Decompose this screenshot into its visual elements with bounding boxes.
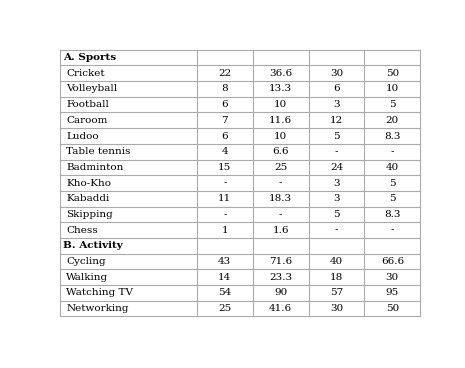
Text: Ludoo: Ludoo — [66, 131, 99, 141]
Text: 95: 95 — [386, 288, 399, 297]
Text: 25: 25 — [274, 163, 287, 172]
Text: 6.6: 6.6 — [272, 147, 289, 156]
Text: 5: 5 — [389, 178, 396, 188]
Text: Table tennis: Table tennis — [66, 147, 131, 156]
Text: 6: 6 — [221, 131, 228, 141]
Text: 25: 25 — [218, 304, 232, 313]
Text: Networking: Networking — [66, 304, 129, 313]
Text: 11: 11 — [218, 194, 232, 203]
Text: 30: 30 — [330, 304, 343, 313]
Text: 57: 57 — [330, 288, 343, 297]
Text: 54: 54 — [218, 288, 232, 297]
Text: 50: 50 — [386, 69, 399, 78]
Text: 5: 5 — [333, 210, 340, 219]
Text: 8.3: 8.3 — [384, 131, 401, 141]
Text: 11.6: 11.6 — [269, 116, 292, 125]
Text: 5: 5 — [333, 131, 340, 141]
Text: 7: 7 — [221, 116, 228, 125]
Text: 6: 6 — [221, 100, 228, 109]
Text: 18.3: 18.3 — [269, 194, 292, 203]
Text: 15: 15 — [218, 163, 232, 172]
Text: 43: 43 — [218, 257, 232, 266]
Text: 24: 24 — [330, 163, 343, 172]
Text: 3: 3 — [333, 194, 340, 203]
Text: -: - — [335, 226, 338, 234]
Text: B. Activity: B. Activity — [63, 241, 123, 250]
Text: 14: 14 — [218, 273, 232, 282]
Text: 3: 3 — [333, 100, 340, 109]
Text: -: - — [279, 210, 282, 219]
Text: 30: 30 — [386, 273, 399, 282]
Text: Watching TV: Watching TV — [66, 288, 133, 297]
Text: 5: 5 — [389, 100, 396, 109]
Text: -: - — [391, 226, 394, 234]
Text: 6: 6 — [333, 85, 340, 93]
Text: Walking: Walking — [66, 273, 108, 282]
Text: 4: 4 — [221, 147, 228, 156]
Text: Chess: Chess — [66, 226, 98, 234]
Text: -: - — [335, 147, 338, 156]
Text: 41.6: 41.6 — [269, 304, 292, 313]
Text: 66.6: 66.6 — [381, 257, 404, 266]
Text: Kabaddi: Kabaddi — [66, 194, 110, 203]
Text: Badminton: Badminton — [66, 163, 124, 172]
Text: -: - — [279, 178, 282, 188]
Text: 8: 8 — [221, 85, 228, 93]
Text: 71.6: 71.6 — [269, 257, 292, 266]
Text: Volleyball: Volleyball — [66, 85, 118, 93]
Text: 40: 40 — [386, 163, 399, 172]
Text: 10: 10 — [274, 100, 287, 109]
Text: 18: 18 — [330, 273, 343, 282]
Text: 40: 40 — [330, 257, 343, 266]
Text: 1.6: 1.6 — [272, 226, 289, 234]
Text: 12: 12 — [330, 116, 343, 125]
Text: Kho-Kho: Kho-Kho — [66, 178, 112, 188]
Text: 8.3: 8.3 — [384, 210, 401, 219]
Text: -: - — [391, 147, 394, 156]
Text: 50: 50 — [386, 304, 399, 313]
Text: 10: 10 — [274, 131, 287, 141]
Text: -: - — [223, 210, 226, 219]
Text: 36.6: 36.6 — [269, 69, 292, 78]
Text: Cricket: Cricket — [66, 69, 105, 78]
Text: -: - — [223, 178, 226, 188]
Text: Skipping: Skipping — [66, 210, 113, 219]
Text: 3: 3 — [333, 178, 340, 188]
Text: 5: 5 — [389, 194, 396, 203]
Text: 30: 30 — [330, 69, 343, 78]
Text: 13.3: 13.3 — [269, 85, 292, 93]
Text: 22: 22 — [218, 69, 232, 78]
Text: A. Sports: A. Sports — [63, 53, 116, 62]
Text: 1: 1 — [221, 226, 228, 234]
Text: 20: 20 — [386, 116, 399, 125]
Text: 90: 90 — [274, 288, 287, 297]
Text: Football: Football — [66, 100, 109, 109]
Text: Cycling: Cycling — [66, 257, 106, 266]
Text: 23.3: 23.3 — [269, 273, 292, 282]
Text: 10: 10 — [386, 85, 399, 93]
Text: Caroom: Caroom — [66, 116, 108, 125]
